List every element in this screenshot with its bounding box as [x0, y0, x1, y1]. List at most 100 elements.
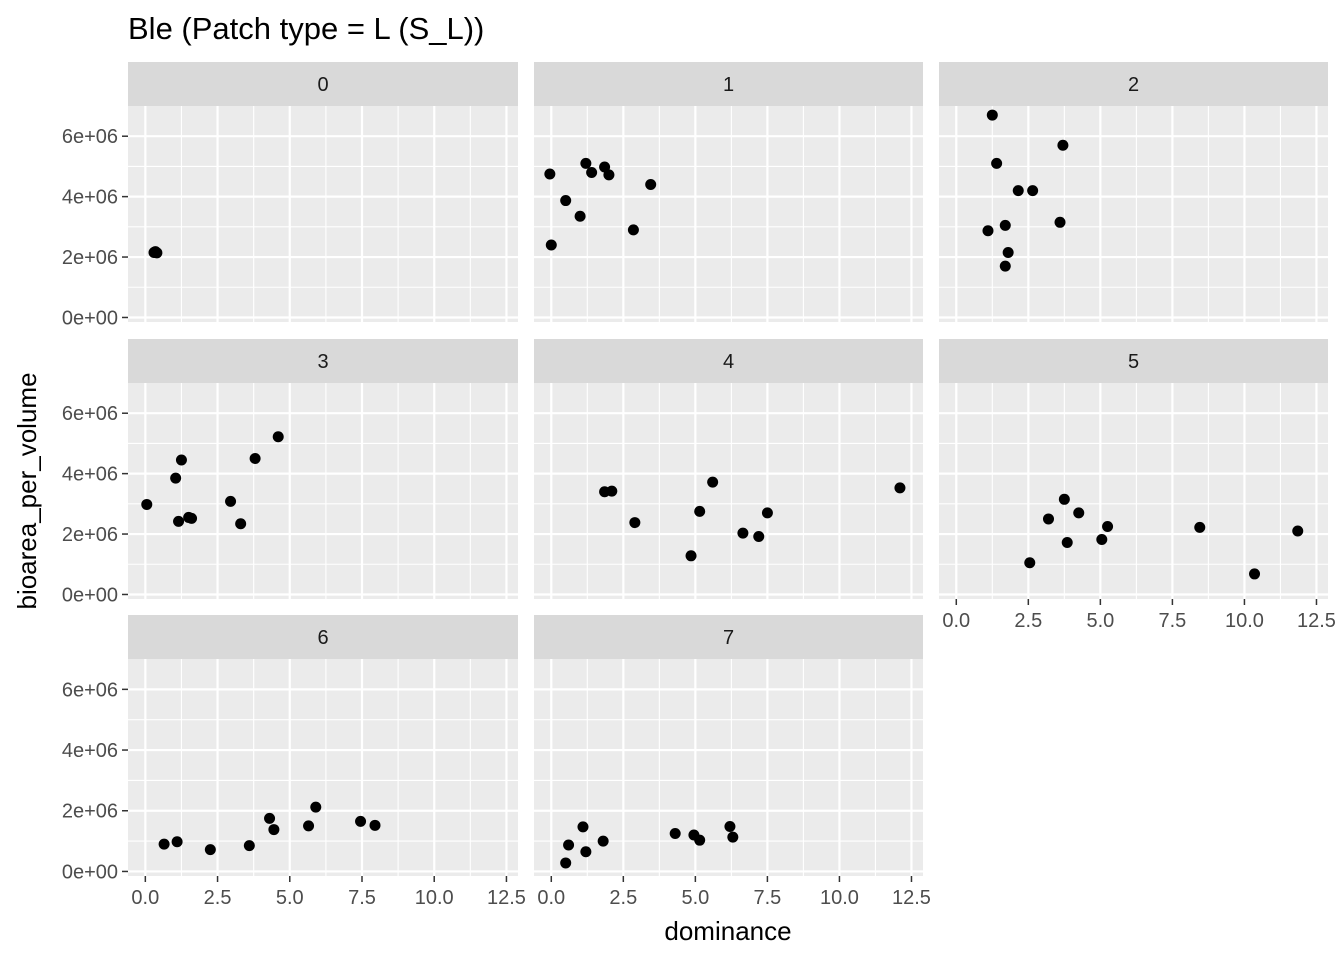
x-tick-label: 2.5	[204, 887, 232, 909]
data-point	[243, 840, 255, 852]
data-point	[1096, 533, 1108, 545]
facet-panel-6: 6 0e+00 2e+06 4e+06 6e+06 0.0 2.5 5.0 7.5 10.0 12.…	[62, 615, 526, 909]
y-tick-label: 6e+06	[62, 126, 118, 148]
data-point	[268, 824, 280, 836]
data-point	[737, 527, 749, 539]
facet-strip-label: 1	[723, 74, 734, 96]
data-point	[1249, 568, 1261, 580]
data-point	[724, 821, 736, 833]
data-point	[982, 225, 994, 237]
data-point	[761, 507, 773, 519]
chart-title: Ble (Patch type = L (S_L))	[128, 11, 484, 46]
y-tick-label: 6e+06	[62, 679, 118, 701]
data-point	[727, 831, 739, 843]
data-point	[597, 835, 609, 847]
x-tick-label: 7.5	[753, 887, 781, 909]
data-point	[629, 517, 641, 529]
facet-strip	[128, 62, 518, 106]
facet-strip-label: 2	[1128, 74, 1139, 96]
data-point	[1292, 525, 1304, 537]
panel-background	[534, 659, 923, 876]
data-point	[1027, 185, 1039, 197]
facet-strip-label: 6	[317, 627, 328, 649]
data-point	[707, 476, 719, 488]
facet-strip-label: 3	[317, 351, 328, 373]
data-point	[545, 239, 557, 251]
facet-strip	[534, 339, 923, 383]
x-tick-label: 10.0	[415, 887, 454, 909]
data-point	[694, 505, 706, 517]
data-point	[264, 812, 276, 824]
data-point	[249, 453, 261, 465]
data-point	[1102, 520, 1114, 532]
data-point	[603, 169, 615, 181]
data-point	[235, 518, 247, 530]
facet-strip	[939, 62, 1328, 106]
data-point	[694, 834, 706, 846]
x-tick-label: 12.5	[892, 887, 931, 909]
panel-background	[534, 383, 923, 599]
data-point	[586, 166, 598, 178]
data-point	[685, 550, 697, 562]
data-point	[149, 246, 161, 258]
data-point	[645, 179, 657, 191]
data-point	[560, 195, 572, 207]
facet-strip-label: 4	[723, 351, 734, 373]
data-point	[369, 819, 381, 831]
facet-strip	[534, 62, 923, 106]
panel-background	[128, 106, 518, 322]
panel-background	[534, 106, 923, 322]
data-point	[310, 801, 322, 813]
data-point	[627, 224, 639, 236]
data-point	[577, 821, 589, 833]
facet-strip	[128, 615, 518, 659]
data-point	[225, 495, 237, 507]
facet-strip-label: 0	[317, 74, 328, 96]
x-tick-label: 0.0	[131, 887, 159, 909]
facet-panel-7: 7 0.0 2.5 5.0 7.5 10.0 12.5	[534, 615, 931, 909]
facet-panel-0: 0 0e+00 2e+06 4e+06 6e+06	[62, 62, 518, 329]
panel-background	[939, 106, 1328, 322]
facet-panel-1: 1	[534, 62, 923, 322]
panel-background	[128, 659, 518, 876]
x-tick-label: 0.0	[942, 610, 970, 632]
x-tick-label: 12.5	[487, 887, 526, 909]
y-tick-label: 4e+06	[62, 187, 118, 209]
data-point	[1058, 493, 1070, 505]
data-point	[574, 210, 586, 222]
data-point	[669, 828, 681, 840]
y-tick-label: 4e+06	[62, 740, 118, 762]
x-tick-label: 2.5	[609, 887, 637, 909]
facet-strip	[939, 339, 1328, 383]
data-point	[175, 454, 187, 466]
data-point	[580, 846, 592, 858]
y-tick-label: 0e+00	[62, 861, 118, 883]
data-point	[894, 482, 906, 494]
data-point	[158, 838, 170, 850]
data-point	[560, 857, 572, 869]
data-point	[1054, 216, 1066, 228]
data-point	[1057, 139, 1069, 151]
data-point	[580, 157, 592, 169]
y-tick-label: 0e+00	[62, 307, 118, 329]
data-point	[1194, 521, 1206, 533]
facet-panel-3: 3 0e+00 2e+06 4e+06 6e+06	[62, 339, 518, 606]
facet-strip-label: 7	[723, 627, 734, 649]
panel-background	[128, 383, 518, 599]
data-point	[1012, 185, 1024, 197]
y-tick-label: 6e+06	[62, 403, 118, 425]
data-point	[171, 836, 183, 848]
data-point	[606, 485, 618, 497]
data-point	[173, 515, 185, 527]
panel-background	[939, 383, 1328, 599]
data-point	[753, 530, 765, 542]
x-tick-label: 12.5	[1297, 610, 1336, 632]
data-point	[1061, 537, 1073, 549]
data-point	[1073, 507, 1085, 519]
data-point	[141, 498, 153, 510]
x-tick-label: 7.5	[348, 887, 376, 909]
facet-panel-2: 2	[939, 62, 1328, 322]
x-tick-label: 0.0	[537, 887, 565, 909]
facet-strip	[128, 339, 518, 383]
